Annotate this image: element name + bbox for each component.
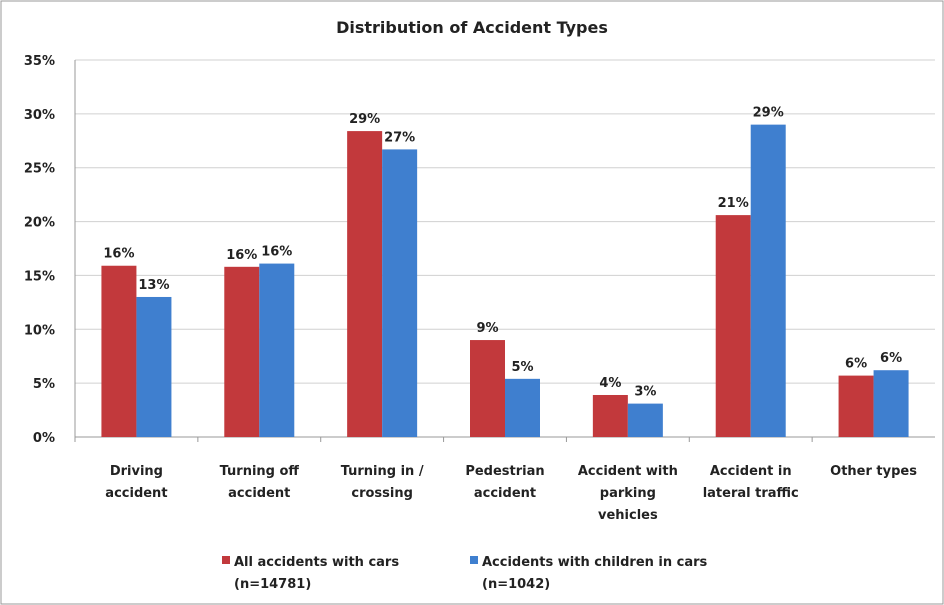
- y-tick-label: 30%: [24, 108, 55, 123]
- value-label: 13%: [138, 278, 169, 293]
- value-label: 5%: [511, 360, 533, 375]
- value-label: 16%: [261, 245, 292, 260]
- bar: [470, 340, 505, 437]
- y-tick-label: 5%: [33, 377, 55, 392]
- y-tick-label: 15%: [24, 269, 55, 284]
- y-tick-label: 35%: [24, 54, 55, 69]
- x-tick-label: Driving accident: [105, 464, 167, 501]
- x-tick-label: Accident with parking vehicles: [578, 464, 678, 523]
- bar: [873, 370, 909, 437]
- legend-label: Accidents with children in cars (n=1042): [482, 555, 708, 592]
- bar: [347, 131, 383, 437]
- chart-title: Distribution of Accident Types: [336, 18, 608, 37]
- legend-label: All accidents with cars (n=14781): [234, 555, 399, 592]
- bar: [505, 378, 540, 437]
- value-label: 27%: [384, 130, 415, 145]
- value-label: 9%: [476, 321, 498, 336]
- value-label: 4%: [599, 376, 621, 391]
- bar: [627, 403, 663, 437]
- value-label: 3%: [634, 385, 656, 400]
- bar: [224, 266, 260, 437]
- bar: [136, 296, 172, 437]
- legend-swatch: [222, 556, 230, 564]
- value-label: 6%: [845, 357, 867, 372]
- bar: [382, 149, 418, 437]
- bar: [838, 375, 874, 437]
- x-tick-label: Turning off accident: [220, 464, 300, 501]
- value-label: 6%: [880, 351, 902, 366]
- value-label: 29%: [349, 112, 380, 127]
- value-label: 29%: [753, 106, 784, 121]
- bar: [750, 124, 786, 437]
- bar: [259, 263, 295, 437]
- y-tick-label: 20%: [24, 216, 55, 231]
- y-tick-label: 25%: [24, 162, 55, 177]
- bar: [592, 394, 628, 437]
- x-tick-label: Turning in / crossing: [341, 464, 424, 501]
- y-tick-label: 10%: [24, 323, 55, 338]
- value-label: 16%: [103, 247, 134, 262]
- value-label: 21%: [718, 196, 749, 211]
- x-tick-label: Accident in lateral traffic: [703, 464, 799, 501]
- bar: [101, 265, 137, 437]
- x-tick-label: Pedestrian accident: [465, 464, 544, 501]
- x-tick-label: Other types: [830, 464, 917, 479]
- legend-swatch: [470, 556, 478, 564]
- bar: [715, 215, 751, 437]
- value-label: 16%: [226, 248, 257, 263]
- y-tick-label: 0%: [33, 431, 55, 446]
